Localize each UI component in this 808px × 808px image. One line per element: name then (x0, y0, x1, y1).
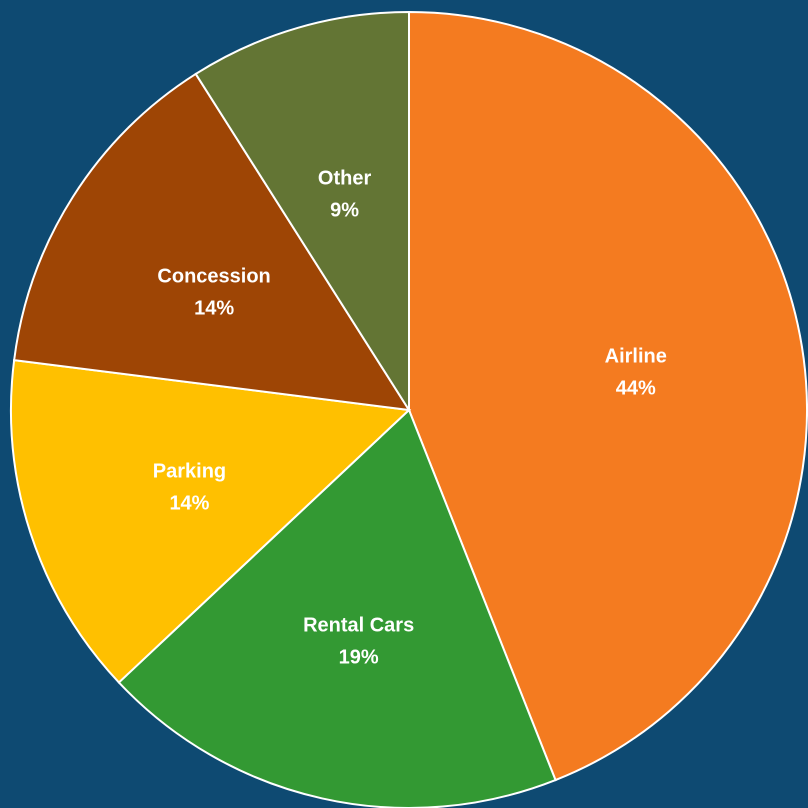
value-label: 19% (339, 646, 379, 668)
slice-label: Parking 14% (153, 460, 226, 514)
category-label: Airline (605, 346, 667, 368)
slice-label: Concession 14% (157, 265, 270, 319)
category-label: Other (318, 167, 372, 189)
slice-label: Other 9% (318, 167, 372, 221)
pie-slice (408, 10, 808, 782)
value-label: 44% (616, 378, 656, 400)
category-label: Rental Cars (303, 614, 414, 636)
value-label: 14% (194, 297, 234, 319)
pie-slice (13, 72, 411, 412)
slice-label: Airline 44% (605, 346, 667, 400)
value-label: 9% (330, 199, 359, 221)
value-label: 14% (169, 492, 209, 514)
slice-label: Rental Cars 19% (303, 614, 414, 668)
pie-slice (117, 408, 557, 808)
category-label: Parking (153, 460, 226, 482)
category-label: Concession (157, 265, 270, 287)
pie-slice (194, 10, 410, 414)
pie-slice (10, 358, 412, 684)
